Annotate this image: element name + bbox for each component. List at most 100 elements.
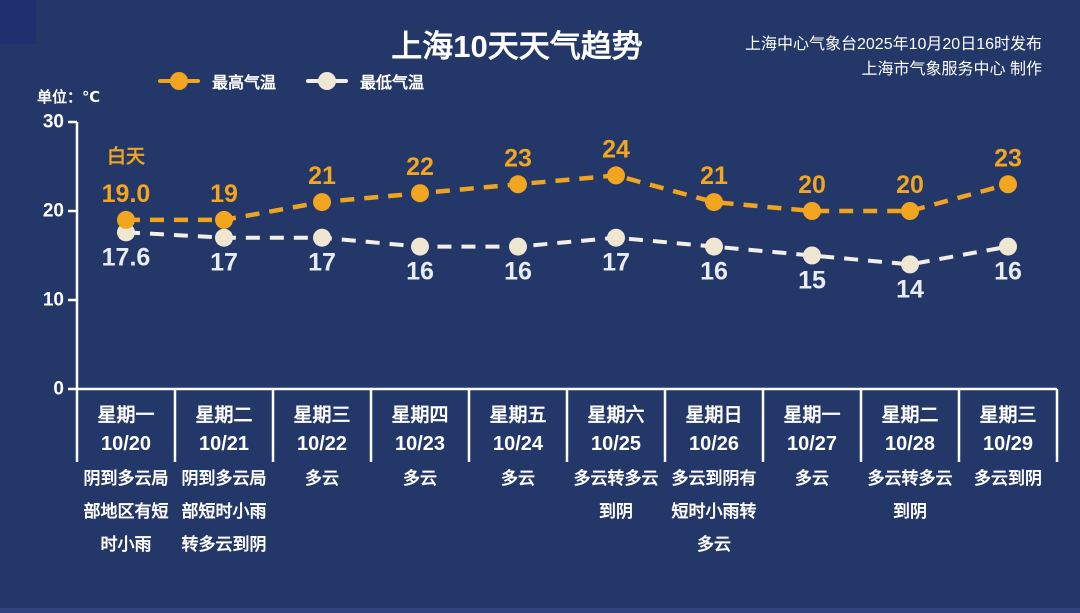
low-temp-value: 16 (700, 258, 728, 286)
low-temp-value: 15 (798, 267, 826, 295)
high-temp-value: 20 (798, 171, 826, 199)
legend-label-low: 最低气温 (360, 75, 425, 92)
day-column: 星期五 10/24 多云 (469, 394, 567, 495)
low-temp-point (313, 228, 331, 247)
low-temp-marker-icon (306, 71, 349, 91)
high-temp-point (215, 210, 233, 229)
low-temp-value: 16 (994, 258, 1022, 286)
date-label: 10/26 (688, 433, 740, 455)
weekday-label: 星期二 (881, 405, 939, 426)
legend-item-high-temp: 最高气温 (158, 69, 276, 93)
high-temp-value: 23 (504, 144, 532, 172)
low-temp-point (509, 237, 527, 256)
weather-description: 多云到阴 (974, 469, 1042, 488)
weekday-label: 星期二 (195, 405, 253, 426)
weather-description: 阴到多云局部地区有短时小雨 (83, 469, 169, 554)
low-temp-point (901, 255, 919, 274)
legend-label-high: 最高气温 (212, 75, 277, 92)
weather-description: 阴到多云局部短时小雨转多云到阴 (181, 469, 267, 554)
day-column: 星期二 10/21 阴到多云局部短时小雨转多云到阴 (175, 394, 273, 561)
low-temp-value: 17 (602, 249, 630, 277)
high-temp-value: 22 (406, 153, 434, 181)
weather-description: 多云转多云到阴 (573, 469, 659, 521)
weekday-label: 星期五 (489, 405, 547, 426)
date-label: 10/29 (982, 433, 1034, 455)
high-temp-point (901, 202, 919, 220)
publisher-line1: 上海中心气象台2025年10月20日16时发布 (745, 36, 1042, 53)
date-label: 10/21 (198, 433, 250, 455)
low-temp-value: 14 (896, 275, 924, 303)
weather-description: 多云 (403, 469, 437, 488)
high-temp-value: 21 (308, 162, 336, 190)
day-column: 星期一 10/20 阴到多云局部地区有短时小雨 (77, 394, 175, 561)
high-temp-point (803, 202, 821, 220)
high-temp-point (509, 175, 527, 194)
weekday-label: 星期一 (783, 405, 841, 426)
publisher-info: 上海中心气象台2025年10月20日16时发布 上海市气象服务中心 制作 (745, 32, 1042, 82)
weather-description: 多云 (501, 469, 535, 488)
high-temp-point (117, 210, 135, 229)
date-label: 10/20 (100, 433, 152, 455)
bottom-bar (0, 608, 1080, 613)
low-temp-point (705, 237, 723, 256)
date-label: 10/24 (492, 433, 544, 455)
y-tick-label: 20 (43, 201, 64, 222)
weather-description: 多云 (305, 469, 339, 488)
high-temp-point (411, 184, 429, 203)
y-tick-label: 30 (43, 112, 64, 133)
high-temp-value: 24 (602, 135, 630, 163)
low-temp-value: 17 (308, 249, 336, 277)
day-column: 星期四 10/23 多云 (371, 394, 469, 495)
low-temp-value: 16 (504, 258, 532, 286)
unit-label: 单位：℃ (37, 89, 101, 106)
low-temp-point (411, 237, 429, 256)
weekday-label: 星期三 (979, 405, 1037, 426)
high-temp-point (313, 193, 331, 212)
high-temp-point (999, 175, 1017, 194)
date-label: 10/28 (884, 433, 936, 455)
high-temp-value: 19.0 (102, 180, 151, 208)
low-temp-point (117, 223, 135, 242)
high-temp-value: 21 (700, 162, 728, 190)
high-temp-point (607, 166, 625, 185)
day-column: 星期三 10/29 多云到阴 (959, 394, 1057, 495)
y-tick-label: 0 (53, 379, 64, 400)
date-label: 10/23 (394, 433, 446, 455)
high-temp-value: 23 (994, 144, 1022, 172)
high-temp-marker-icon (158, 71, 200, 91)
low-temp-point (803, 246, 821, 265)
weekday-label: 星期一 (97, 405, 155, 426)
date-label: 10/25 (590, 433, 642, 455)
corner-artifact (0, 0, 36, 44)
high-temp-value: 19 (210, 180, 238, 208)
date-label: 10/22 (296, 433, 348, 455)
day-column: 星期二 10/28 多云转多云到阴 (861, 394, 959, 528)
weather-description: 多云到阴有短时小雨转多云 (671, 469, 757, 554)
daytime-annotation: 白天 (107, 145, 146, 168)
legend-item-low-temp: 最低气温 (306, 69, 424, 93)
publisher-line2: 上海市气象服务中心 制作 (861, 61, 1042, 78)
low-temp-line (125, 230, 1009, 267)
high-temp-point (705, 193, 723, 212)
low-temp-point (607, 228, 625, 247)
date-label: 10/27 (786, 433, 838, 455)
low-temp-value: 17 (210, 249, 238, 277)
weekday-label: 星期日 (685, 405, 743, 426)
day-column: 星期一 10/27 多云 (763, 394, 861, 495)
low-temp-point (215, 228, 233, 247)
page-title: 上海10天天气趋势 (391, 29, 643, 64)
low-temp-value: 16 (406, 258, 434, 286)
weekday-label: 星期六 (587, 405, 645, 426)
high-temp-line (126, 173, 1009, 223)
weekday-label: 星期三 (293, 405, 351, 426)
day-column: 星期三 10/22 多云 (273, 394, 371, 495)
day-column: 星期六 10/25 多云转多云到阴 (567, 394, 665, 528)
high-temp-value: 20 (896, 171, 924, 199)
weather-description: 多云 (795, 469, 829, 488)
low-temp-point (999, 237, 1017, 256)
weather-description: 多云转多云到阴 (867, 469, 953, 521)
low-temp-value: 17.6 (102, 243, 151, 271)
day-column: 星期日 10/26 多云到阴有短时小雨转多云 (665, 394, 763, 561)
